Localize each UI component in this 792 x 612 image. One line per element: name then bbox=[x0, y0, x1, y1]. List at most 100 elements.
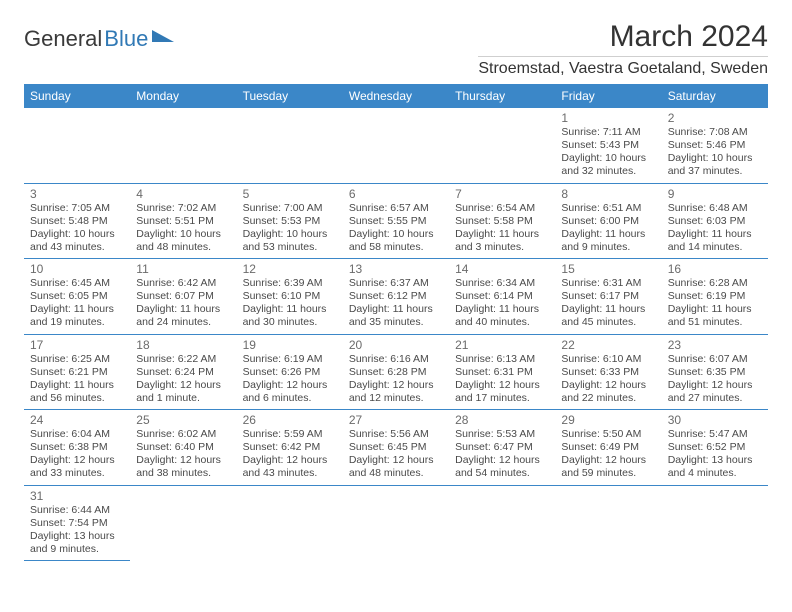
day-sunrise: Sunrise: 7:00 AM bbox=[243, 202, 337, 215]
day-sunrise: Sunrise: 5:47 AM bbox=[668, 428, 762, 441]
day-daylight2: and 37 minutes. bbox=[668, 165, 762, 178]
day-sunset: Sunset: 6:33 PM bbox=[561, 366, 655, 379]
day-sunset: Sunset: 6:52 PM bbox=[668, 441, 762, 454]
day-daylight2: and 51 minutes. bbox=[668, 316, 762, 329]
day-daylight1: Daylight: 10 hours bbox=[136, 228, 230, 241]
day-daylight1: Daylight: 12 hours bbox=[243, 379, 337, 392]
day-daylight2: and 27 minutes. bbox=[668, 392, 762, 405]
day-daylight1: Daylight: 10 hours bbox=[349, 228, 443, 241]
day-sunset: Sunset: 6:24 PM bbox=[136, 366, 230, 379]
calendar-cell bbox=[130, 108, 236, 183]
calendar-cell: 1Sunrise: 7:11 AMSunset: 5:43 PMDaylight… bbox=[555, 108, 661, 183]
day-sunset: Sunset: 6:38 PM bbox=[30, 441, 124, 454]
day-daylight2: and 1 minute. bbox=[136, 392, 230, 405]
day-number: 7 bbox=[455, 187, 549, 201]
day-daylight2: and 54 minutes. bbox=[455, 467, 549, 480]
day-number: 25 bbox=[136, 413, 230, 427]
day-daylight2: and 43 minutes. bbox=[30, 241, 124, 254]
day-daylight1: Daylight: 12 hours bbox=[349, 379, 443, 392]
logo-triangle-icon bbox=[152, 30, 174, 42]
calendar-row: 24Sunrise: 6:04 AMSunset: 6:38 PMDayligh… bbox=[24, 410, 768, 486]
calendar-cell: 23Sunrise: 6:07 AMSunset: 6:35 PMDayligh… bbox=[662, 334, 768, 410]
day-daylight2: and 12 minutes. bbox=[349, 392, 443, 405]
day-sunrise: Sunrise: 6:13 AM bbox=[455, 353, 549, 366]
day-daylight1: Daylight: 12 hours bbox=[30, 454, 124, 467]
day-sunrise: Sunrise: 6:04 AM bbox=[30, 428, 124, 441]
calendar-cell: 10Sunrise: 6:45 AMSunset: 6:05 PMDayligh… bbox=[24, 259, 130, 335]
day-daylight2: and 59 minutes. bbox=[561, 467, 655, 480]
calendar-cell: 14Sunrise: 6:34 AMSunset: 6:14 PMDayligh… bbox=[449, 259, 555, 335]
calendar-cell: 25Sunrise: 6:02 AMSunset: 6:40 PMDayligh… bbox=[130, 410, 236, 486]
day-sunrise: Sunrise: 6:54 AM bbox=[455, 202, 549, 215]
day-daylight1: Daylight: 12 hours bbox=[561, 454, 655, 467]
day-sunset: Sunset: 6:35 PM bbox=[668, 366, 762, 379]
day-daylight2: and 35 minutes. bbox=[349, 316, 443, 329]
day-daylight1: Daylight: 12 hours bbox=[243, 454, 337, 467]
day-sunrise: Sunrise: 6:25 AM bbox=[30, 353, 124, 366]
day-sunrise: Sunrise: 6:42 AM bbox=[136, 277, 230, 290]
calendar-cell: 27Sunrise: 5:56 AMSunset: 6:45 PMDayligh… bbox=[343, 410, 449, 486]
calendar-body: 1Sunrise: 7:11 AMSunset: 5:43 PMDaylight… bbox=[24, 108, 768, 561]
day-daylight2: and 43 minutes. bbox=[243, 467, 337, 480]
calendar-cell: 21Sunrise: 6:13 AMSunset: 6:31 PMDayligh… bbox=[449, 334, 555, 410]
day-sunset: Sunset: 5:48 PM bbox=[30, 215, 124, 228]
day-sunrise: Sunrise: 7:05 AM bbox=[30, 202, 124, 215]
day-header: Thursday bbox=[449, 84, 555, 108]
day-sunset: Sunset: 6:45 PM bbox=[349, 441, 443, 454]
day-sunset: Sunset: 5:43 PM bbox=[561, 139, 655, 152]
day-sunset: Sunset: 6:10 PM bbox=[243, 290, 337, 303]
day-daylight2: and 48 minutes. bbox=[136, 241, 230, 254]
day-daylight1: Daylight: 12 hours bbox=[455, 379, 549, 392]
calendar-cell bbox=[449, 108, 555, 183]
day-daylight2: and 24 minutes. bbox=[136, 316, 230, 329]
day-daylight1: Daylight: 11 hours bbox=[243, 303, 337, 316]
calendar-cell bbox=[343, 485, 449, 561]
day-daylight1: Daylight: 10 hours bbox=[243, 228, 337, 241]
day-sunset: Sunset: 6:49 PM bbox=[561, 441, 655, 454]
calendar-cell bbox=[343, 108, 449, 183]
day-daylight1: Daylight: 12 hours bbox=[561, 379, 655, 392]
calendar-cell bbox=[449, 485, 555, 561]
calendar-cell: 19Sunrise: 6:19 AMSunset: 6:26 PMDayligh… bbox=[237, 334, 343, 410]
day-daylight2: and 56 minutes. bbox=[30, 392, 124, 405]
day-sunset: Sunset: 5:46 PM bbox=[668, 139, 762, 152]
day-daylight2: and 19 minutes. bbox=[30, 316, 124, 329]
day-number: 23 bbox=[668, 338, 762, 352]
day-daylight1: Daylight: 11 hours bbox=[30, 379, 124, 392]
day-header: Saturday bbox=[662, 84, 768, 108]
day-daylight2: and 45 minutes. bbox=[561, 316, 655, 329]
day-sunset: Sunset: 5:55 PM bbox=[349, 215, 443, 228]
day-sunrise: Sunrise: 6:02 AM bbox=[136, 428, 230, 441]
calendar-cell: 24Sunrise: 6:04 AMSunset: 6:38 PMDayligh… bbox=[24, 410, 130, 486]
day-daylight2: and 38 minutes. bbox=[136, 467, 230, 480]
day-number: 6 bbox=[349, 187, 443, 201]
day-sunset: Sunset: 5:58 PM bbox=[455, 215, 549, 228]
day-daylight2: and 3 minutes. bbox=[455, 241, 549, 254]
month-title: March 2024 bbox=[478, 20, 768, 54]
logo-text-1: General bbox=[24, 26, 102, 52]
calendar-row: 31Sunrise: 6:44 AMSunset: 7:54 PMDayligh… bbox=[24, 485, 768, 561]
day-daylight2: and 30 minutes. bbox=[243, 316, 337, 329]
day-daylight2: and 9 minutes. bbox=[30, 543, 124, 556]
day-sunrise: Sunrise: 6:16 AM bbox=[349, 353, 443, 366]
day-daylight1: Daylight: 10 hours bbox=[30, 228, 124, 241]
day-sunrise: Sunrise: 6:44 AM bbox=[30, 504, 124, 517]
day-sunrise: Sunrise: 7:11 AM bbox=[561, 126, 655, 139]
day-header: Tuesday bbox=[237, 84, 343, 108]
day-sunset: Sunset: 6:14 PM bbox=[455, 290, 549, 303]
day-number: 8 bbox=[561, 187, 655, 201]
calendar-cell: 9Sunrise: 6:48 AMSunset: 6:03 PMDaylight… bbox=[662, 183, 768, 259]
calendar-cell bbox=[24, 108, 130, 183]
day-sunrise: Sunrise: 5:56 AM bbox=[349, 428, 443, 441]
day-sunrise: Sunrise: 6:48 AM bbox=[668, 202, 762, 215]
day-daylight1: Daylight: 11 hours bbox=[349, 303, 443, 316]
day-sunset: Sunset: 6:12 PM bbox=[349, 290, 443, 303]
day-daylight1: Daylight: 11 hours bbox=[30, 303, 124, 316]
day-sunrise: Sunrise: 5:50 AM bbox=[561, 428, 655, 441]
day-header: Monday bbox=[130, 84, 236, 108]
day-number: 16 bbox=[668, 262, 762, 276]
day-sunset: Sunset: 7:54 PM bbox=[30, 517, 124, 530]
location-text: Stroemstad, Vaestra Goetaland, Sweden bbox=[478, 56, 768, 78]
calendar-row: 3Sunrise: 7:05 AMSunset: 5:48 PMDaylight… bbox=[24, 183, 768, 259]
day-sunrise: Sunrise: 6:57 AM bbox=[349, 202, 443, 215]
